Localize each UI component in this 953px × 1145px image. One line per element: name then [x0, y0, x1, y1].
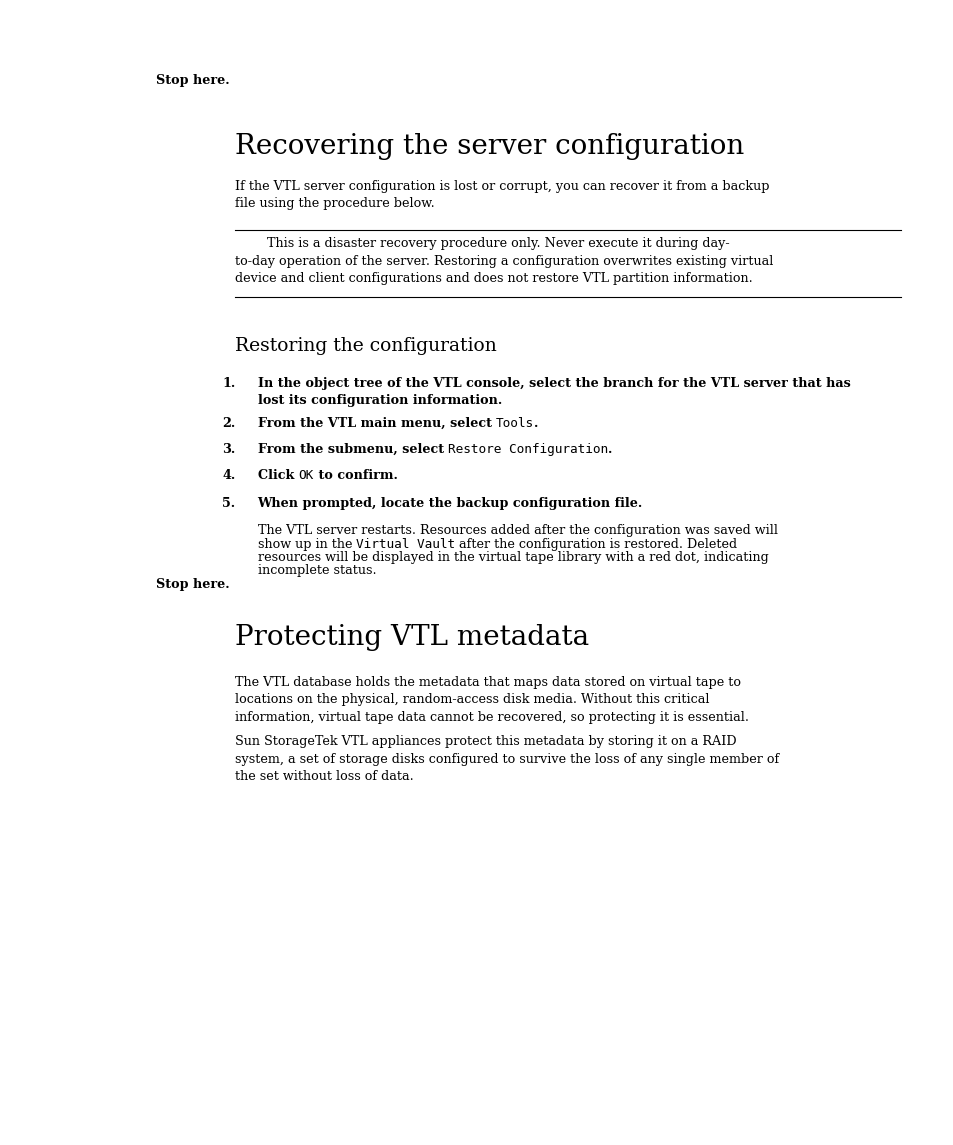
Text: Restore Configuration: Restore Configuration	[448, 443, 608, 456]
Text: The VTL server restarts. Resources added after the configuration was saved will: The VTL server restarts. Resources added…	[257, 524, 777, 537]
Text: Click: Click	[257, 469, 298, 482]
Text: 3.: 3.	[222, 443, 235, 456]
Text: 5.: 5.	[222, 497, 235, 510]
Text: show up in the: show up in the	[257, 538, 355, 551]
Text: The VTL database holds the metadata that maps data stored on virtual tape to
loc: The VTL database holds the metadata that…	[234, 676, 748, 724]
Text: Stop here.: Stop here.	[155, 578, 229, 591]
Text: incomplete status.: incomplete status.	[257, 564, 375, 577]
Text: Stop here.: Stop here.	[155, 74, 229, 87]
Text: If the VTL server configuration is lost or corrupt, you can recover it from a ba: If the VTL server configuration is lost …	[234, 180, 768, 211]
Text: after the configuration is restored. Deleted: after the configuration is restored. Del…	[455, 538, 737, 551]
Text: resources will be displayed in the virtual tape library with a red dot, indicati: resources will be displayed in the virtu…	[257, 551, 767, 564]
Text: When prompted, locate the backup configuration file.: When prompted, locate the backup configu…	[257, 497, 642, 510]
Text: to confirm.: to confirm.	[314, 469, 397, 482]
Text: .: .	[534, 417, 538, 429]
Text: From the VTL main menu, select: From the VTL main menu, select	[257, 417, 496, 429]
Text: .: .	[608, 443, 612, 456]
Text: Protecting VTL metadata: Protecting VTL metadata	[234, 624, 588, 652]
Text: 1.: 1.	[222, 377, 235, 389]
Text: From the submenu, select: From the submenu, select	[257, 443, 448, 456]
Text: Recovering the server configuration: Recovering the server configuration	[234, 133, 743, 160]
Text: Tools: Tools	[496, 417, 534, 429]
Text: In the object tree of the VTL console, select the branch for the VTL server that: In the object tree of the VTL console, s…	[257, 377, 849, 408]
Text: OK: OK	[298, 469, 314, 482]
Text: Virtual Vault: Virtual Vault	[355, 538, 455, 551]
Text: 4.: 4.	[222, 469, 235, 482]
Text: This is a disaster recovery procedure only. Never execute it during day-
to-day : This is a disaster recovery procedure on…	[234, 237, 772, 285]
Text: Restoring the configuration: Restoring the configuration	[234, 337, 496, 355]
Text: Sun StorageTek VTL appliances protect this metadata by storing it on a RAID
syst: Sun StorageTek VTL appliances protect th…	[234, 735, 778, 783]
Text: 2.: 2.	[222, 417, 235, 429]
